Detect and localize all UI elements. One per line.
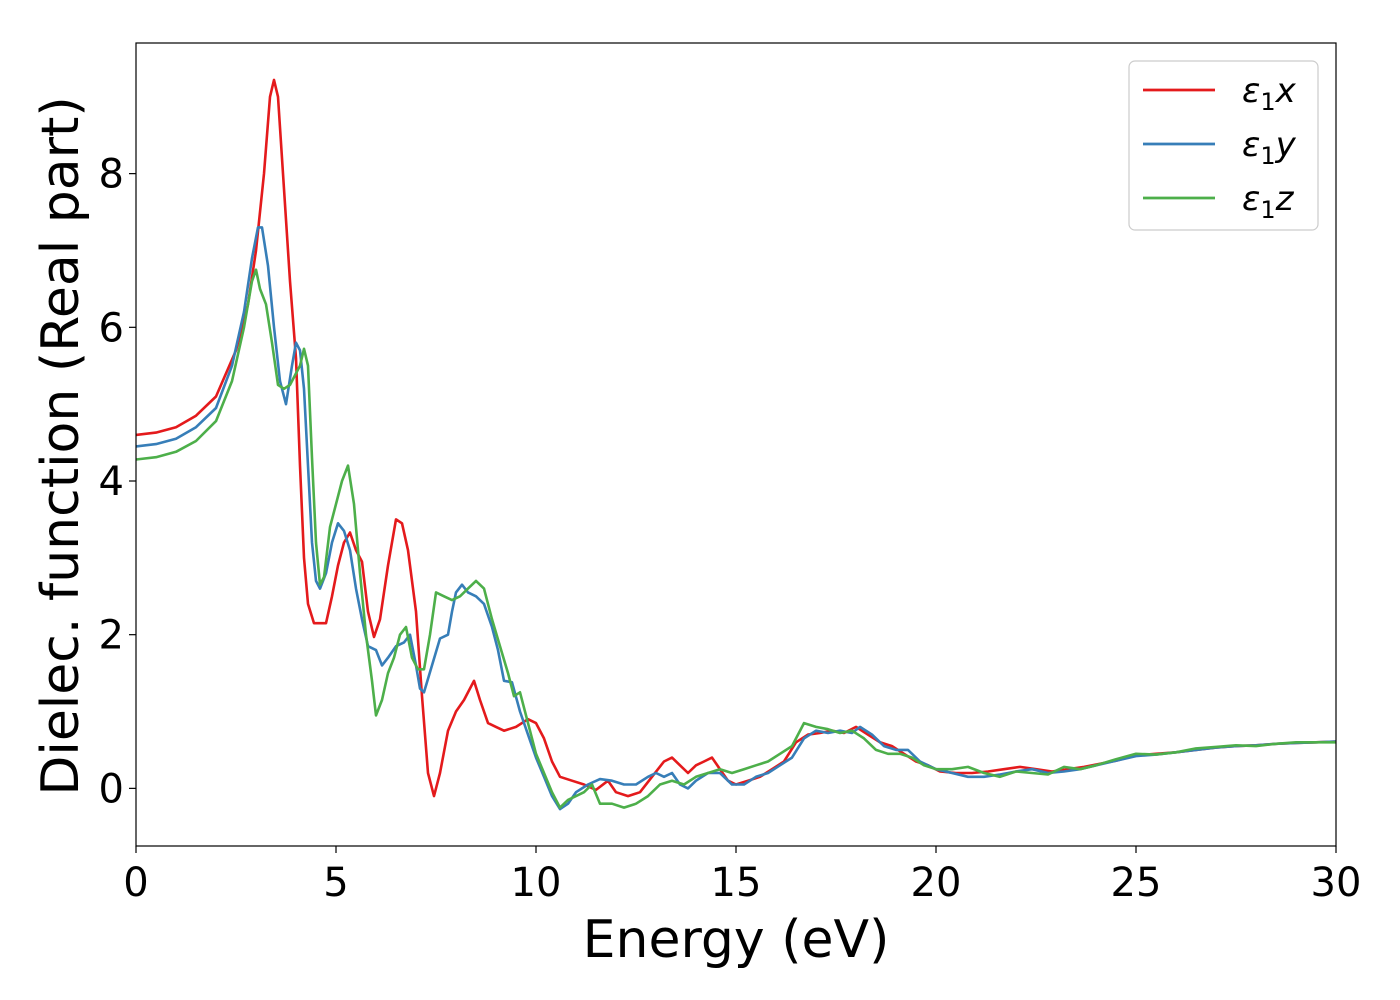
legend: ε1x ε1y ε1z <box>1128 60 1319 231</box>
y-tick-label: 2 <box>99 613 124 659</box>
series-line-0 <box>136 78 1336 798</box>
x-tick-label: 25 <box>1111 860 1162 906</box>
x-tick-label: 10 <box>511 860 562 906</box>
series-line-2 <box>136 268 1336 809</box>
legend-label-1: ε1y <box>1242 125 1297 170</box>
y-tick-label: 4 <box>99 459 124 505</box>
x-tick-label: 30 <box>1311 860 1362 906</box>
x-axis-title: Energy (eV) <box>583 910 890 970</box>
y-tick-label: 8 <box>99 152 124 198</box>
legend-label-2: ε1z <box>1242 179 1295 224</box>
y-axis-title: Dielec. function (Real part) <box>31 96 91 795</box>
y-tick-label: 0 <box>99 766 124 812</box>
x-axis: 0 5 10 15 20 25 30 <box>123 846 1361 906</box>
series-group <box>136 78 1336 811</box>
x-tick-label: 20 <box>911 860 962 906</box>
legend-label-0: ε1x <box>1242 71 1297 116</box>
x-tick-label: 0 <box>123 860 148 906</box>
x-tick-label: 5 <box>323 860 348 906</box>
y-tick-label: 6 <box>99 305 124 351</box>
x-tick-label: 15 <box>711 860 762 906</box>
y-axis: 0 2 4 6 8 <box>99 152 136 812</box>
legend-box <box>1128 60 1319 231</box>
